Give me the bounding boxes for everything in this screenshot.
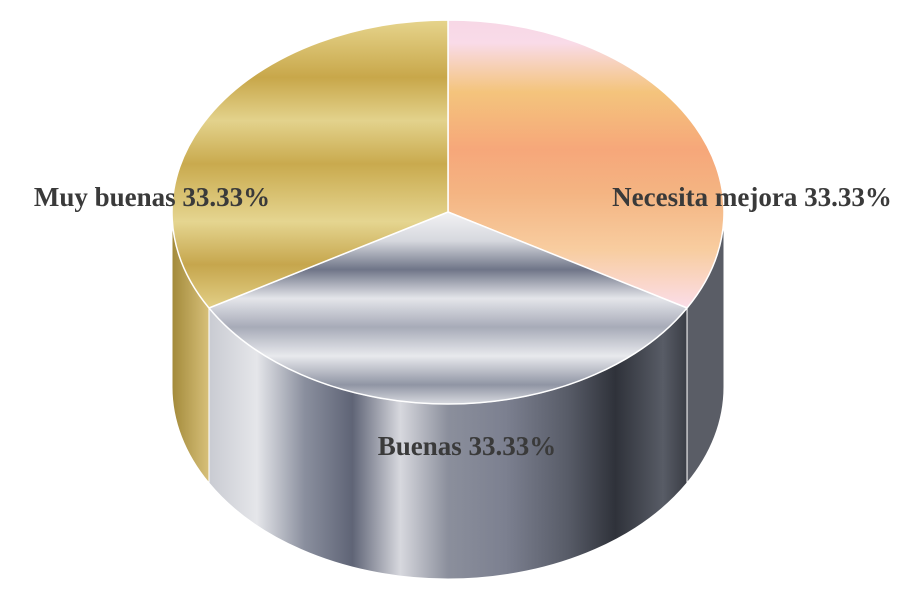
data-label-buenas: Buenas 33.33% bbox=[378, 431, 557, 461]
data-label-muy-buenas: Muy buenas 33.33% bbox=[34, 182, 270, 212]
data-label-necesita-mejora: Necesita mejora 33.33% bbox=[612, 182, 892, 212]
pie-slice-necesita-mejora bbox=[447, 19, 725, 309]
pie-layer bbox=[171, 19, 725, 580]
label-layer: Necesita mejora 33.33% Buenas 33.33% Muy b… bbox=[34, 182, 892, 461]
pie-slice-muy-buenas bbox=[171, 19, 449, 309]
